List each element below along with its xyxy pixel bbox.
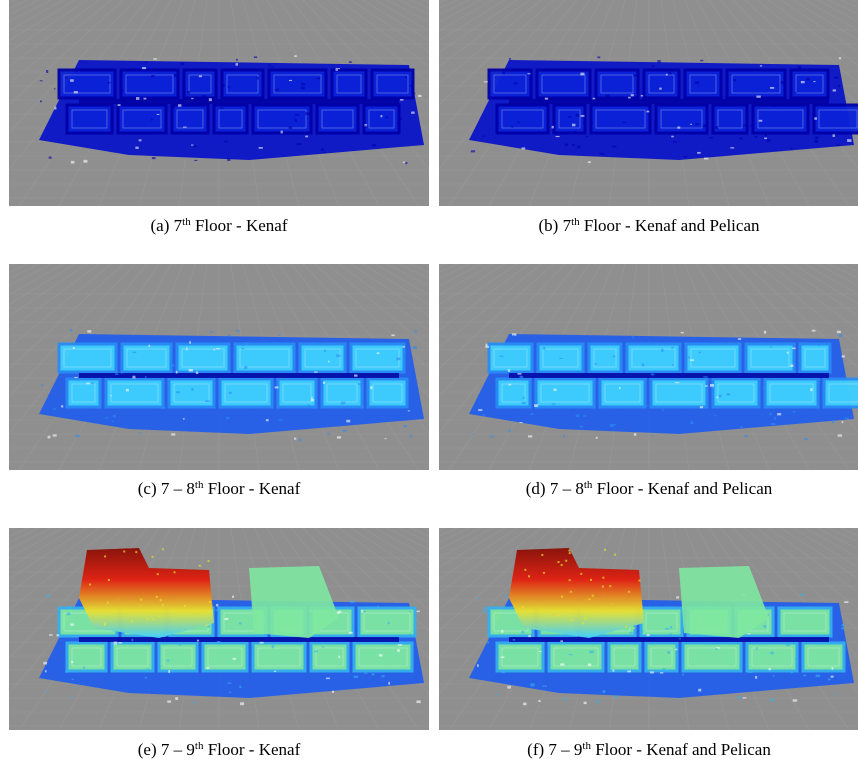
- point-cloud-render: [9, 528, 429, 730]
- building-map: [39, 548, 424, 706]
- building-map: [39, 329, 424, 442]
- point-cloud-map-7-9th-floor-kenaf: [9, 528, 429, 730]
- point-cloud-map-7-9th-floor-kenaf-pelican: [439, 528, 858, 730]
- caption-b: (b) 7th Floor - Kenaf and Pelican: [538, 216, 760, 235]
- point-cloud-render: [9, 0, 429, 206]
- point-cloud-map-7th-floor-kenaf: [9, 0, 429, 206]
- point-cloud-map-7-8th-floor-kenaf: [9, 264, 429, 470]
- point-cloud-render: [9, 264, 429, 470]
- caption-a: (a) 7th Floor - Kenaf: [150, 216, 288, 235]
- caption-d: (d) 7 – 8th Floor - Kenaf and Pelican: [525, 479, 773, 498]
- building-map: [469, 329, 858, 441]
- caption-e: (e) 7 – 9th Floor - Kenaf: [137, 740, 301, 759]
- point-cloud-render: [439, 528, 858, 730]
- caption-c: (c) 7 – 8th Floor - Kenaf: [137, 479, 301, 498]
- building-map: [39, 55, 424, 165]
- point-cloud-render: [439, 0, 858, 206]
- point-cloud-map-7th-floor-kenaf-pelican: [439, 0, 858, 206]
- building-map: [469, 548, 854, 706]
- point-cloud-render: [439, 264, 858, 470]
- point-cloud-map-7-8th-floor-kenaf-pelican: [439, 264, 858, 470]
- building-map: [469, 56, 858, 164]
- caption-f: (f) 7 – 9th Floor - Kenaf and Pelican: [527, 740, 771, 759]
